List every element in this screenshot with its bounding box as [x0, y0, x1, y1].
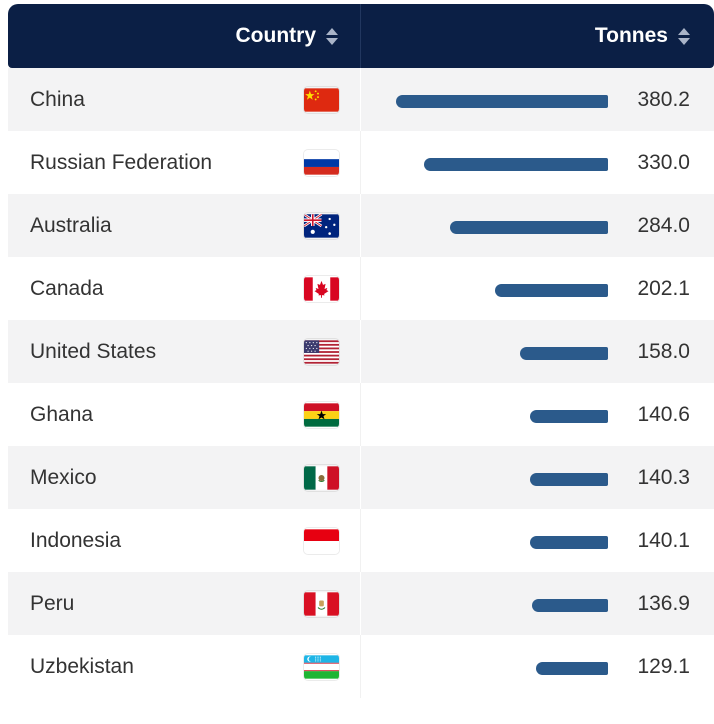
- table-row: Canada 202.1: [8, 257, 714, 320]
- table-row: Mexico 140.3: [8, 446, 714, 509]
- column-divider: [360, 68, 361, 131]
- table-header: Country Tonnes: [8, 4, 714, 68]
- tonnes-value: 202.1: [637, 277, 690, 300]
- value-bar: [530, 536, 608, 549]
- table-row: Uzbekistan 129.1: [8, 635, 714, 698]
- tonnes-value: 129.1: [637, 655, 690, 678]
- column-divider: [360, 509, 361, 572]
- table-row: Ghana 140.6: [8, 383, 714, 446]
- bar-track: [388, 257, 608, 320]
- value-bar: [532, 599, 608, 612]
- bar-track: [388, 635, 608, 698]
- country-name: Ghana: [30, 403, 94, 426]
- tonnes-value: 140.3: [637, 466, 690, 489]
- gold-production-table: Country Tonnes China 380.2 Russian Federat…: [8, 4, 714, 698]
- value-bar: [396, 95, 608, 108]
- sort-icon[interactable]: [678, 27, 690, 45]
- value-bar: [450, 221, 608, 234]
- canada-flag-icon: [304, 276, 339, 302]
- column-divider: [360, 446, 361, 509]
- value-bar: [530, 473, 608, 486]
- value-bar: [495, 284, 608, 297]
- column-divider: [360, 194, 361, 257]
- table-row: United States 158.0: [8, 320, 714, 383]
- china-flag-icon: [304, 87, 339, 113]
- bar-track: [388, 194, 608, 257]
- tonnes-value: 140.1: [637, 529, 690, 552]
- indonesia-flag-icon: [304, 528, 339, 554]
- tonnes-header-label: Tonnes: [594, 24, 668, 47]
- column-divider: [360, 635, 361, 698]
- column-divider: [360, 383, 361, 446]
- column-divider: [360, 257, 361, 320]
- mexico-flag-icon: [304, 465, 339, 491]
- usa-flag-icon: [304, 339, 339, 365]
- country-column-header[interactable]: Country: [235, 4, 338, 68]
- bar-track: [388, 383, 608, 446]
- australia-flag-icon: [304, 213, 339, 239]
- country-name: China: [30, 88, 85, 111]
- bar-track: [388, 572, 608, 635]
- tonnes-value: 284.0: [637, 214, 690, 237]
- uzbekistan-flag-icon: [304, 654, 339, 680]
- table-row: Australia 284.0: [8, 194, 714, 257]
- tonnes-value: 380.2: [637, 88, 690, 111]
- table-row: Russian Federation 330.0: [8, 131, 714, 194]
- tonnes-value: 140.6: [637, 403, 690, 426]
- tonnes-value: 158.0: [637, 340, 690, 363]
- table-row: Peru 136.9: [8, 572, 714, 635]
- table-row: China 380.2: [8, 68, 714, 131]
- column-divider: [360, 131, 361, 194]
- country-name: Russian Federation: [30, 151, 213, 174]
- bar-track: [388, 320, 608, 383]
- peru-flag-icon: [304, 591, 339, 617]
- country-header-label: Country: [235, 24, 317, 47]
- country-name: Indonesia: [30, 529, 122, 552]
- bar-track: [388, 68, 608, 131]
- country-name: United States: [30, 340, 157, 363]
- russia-flag-icon: [304, 150, 339, 176]
- table-row: Indonesia 140.1: [8, 509, 714, 572]
- value-bar: [530, 410, 608, 423]
- table-body: China 380.2 Russian Federation 330.0 Austral…: [8, 68, 714, 698]
- column-divider: [360, 320, 361, 383]
- value-bar: [424, 158, 608, 171]
- tonnes-value: 330.0: [637, 151, 690, 174]
- country-name: Australia: [30, 214, 112, 237]
- ghana-flag-icon: [304, 402, 339, 428]
- bar-track: [388, 509, 608, 572]
- bar-track: [388, 131, 608, 194]
- country-name: Canada: [30, 277, 104, 300]
- country-name: Mexico: [30, 466, 97, 489]
- sort-icon[interactable]: [326, 27, 338, 45]
- tonnes-column-header[interactable]: Tonnes: [595, 4, 690, 68]
- value-bar: [520, 347, 608, 360]
- tonnes-value: 136.9: [637, 592, 690, 615]
- bar-track: [388, 446, 608, 509]
- country-name: Peru: [30, 592, 75, 615]
- value-bar: [536, 662, 608, 675]
- country-name: Uzbekistan: [30, 655, 134, 678]
- column-divider: [360, 572, 361, 635]
- header-divider: [360, 4, 361, 68]
